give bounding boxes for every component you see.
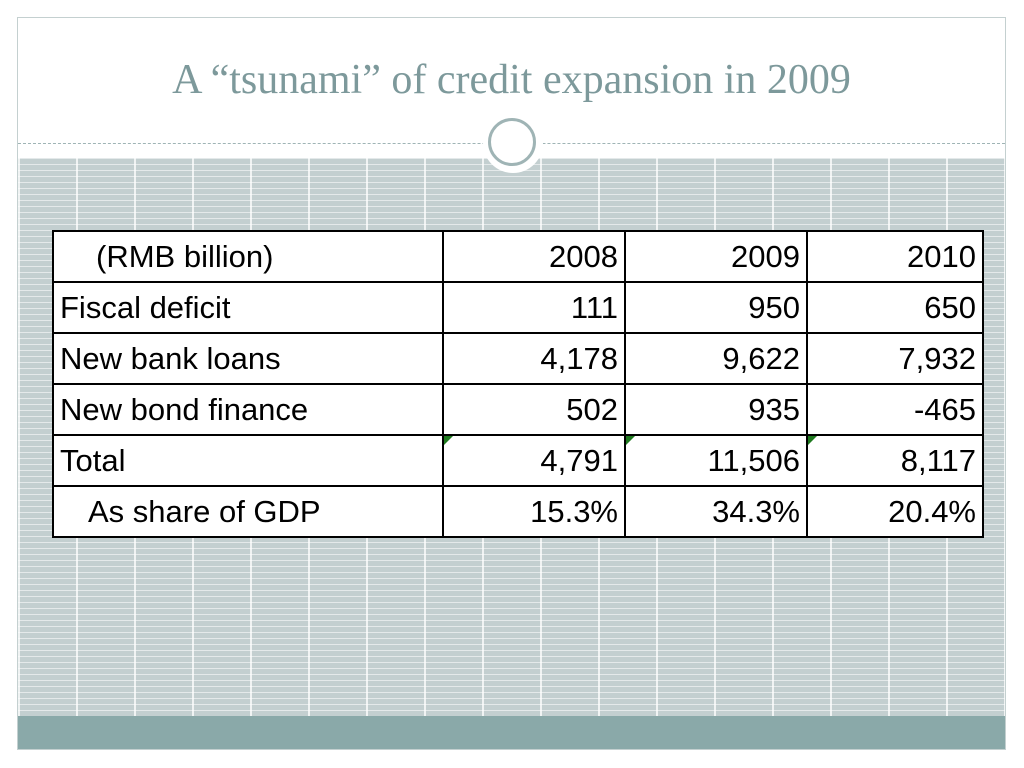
table-cell[interactable]: 502	[442, 383, 626, 436]
table-row-share: As share of GDP 15.3% 34.3% 20.4%	[52, 485, 984, 538]
error-flag-icon	[808, 436, 817, 445]
table-header-unit[interactable]: (RMB billion)	[52, 230, 444, 283]
table-cell[interactable]: 11,506	[624, 434, 808, 487]
cell-value: 8,117	[900, 442, 976, 478]
error-flag-icon	[626, 436, 635, 445]
cell-value: 11,506	[707, 442, 800, 478]
table-cell[interactable]: 7,932	[806, 332, 984, 385]
table-header-row: (RMB billion) 2008 2009 2010	[52, 230, 984, 283]
table-cell[interactable]: 34.3%	[624, 485, 808, 538]
table-row: New bank loans 4,178 9,622 7,932	[52, 332, 984, 385]
table-header-year[interactable]: 2010	[806, 230, 984, 283]
table-cell[interactable]: -465	[806, 383, 984, 436]
credit-expansion-table: (RMB billion) 2008 2009 2010 Fiscal defi…	[52, 230, 984, 538]
table-cell[interactable]: 111	[442, 281, 626, 334]
table-cell[interactable]: 4,791	[442, 434, 626, 487]
cell-value: 4,791	[540, 442, 618, 478]
row-label[interactable]: New bond finance	[52, 383, 444, 436]
footer-bar	[18, 716, 1005, 749]
slide-title: A “tsunami” of credit expansion in 2009	[172, 57, 851, 103]
circle-ornament-icon	[488, 118, 536, 166]
row-label[interactable]: As share of GDP	[52, 485, 444, 538]
table-row: New bond finance 502 935 -465	[52, 383, 984, 436]
table-cell[interactable]: 20.4%	[806, 485, 984, 538]
table-header-year[interactable]: 2009	[624, 230, 808, 283]
row-label[interactable]: New bank loans	[52, 332, 444, 385]
row-label[interactable]: Fiscal deficit	[52, 281, 444, 334]
table-cell[interactable]: 9,622	[624, 332, 808, 385]
table-cell[interactable]: 8,117	[806, 434, 984, 487]
table-header-year[interactable]: 2008	[442, 230, 626, 283]
row-label[interactable]: Total	[52, 434, 444, 487]
table-row-total: Total 4,791 11,506 8,117	[52, 434, 984, 487]
table-cell[interactable]: 4,178	[442, 332, 626, 385]
table-cell[interactable]: 650	[806, 281, 984, 334]
table-cell[interactable]: 935	[624, 383, 808, 436]
table-cell[interactable]: 950	[624, 281, 808, 334]
table-row: Fiscal deficit 111 950 650	[52, 281, 984, 334]
error-flag-icon	[444, 436, 453, 445]
table-cell[interactable]: 15.3%	[442, 485, 626, 538]
